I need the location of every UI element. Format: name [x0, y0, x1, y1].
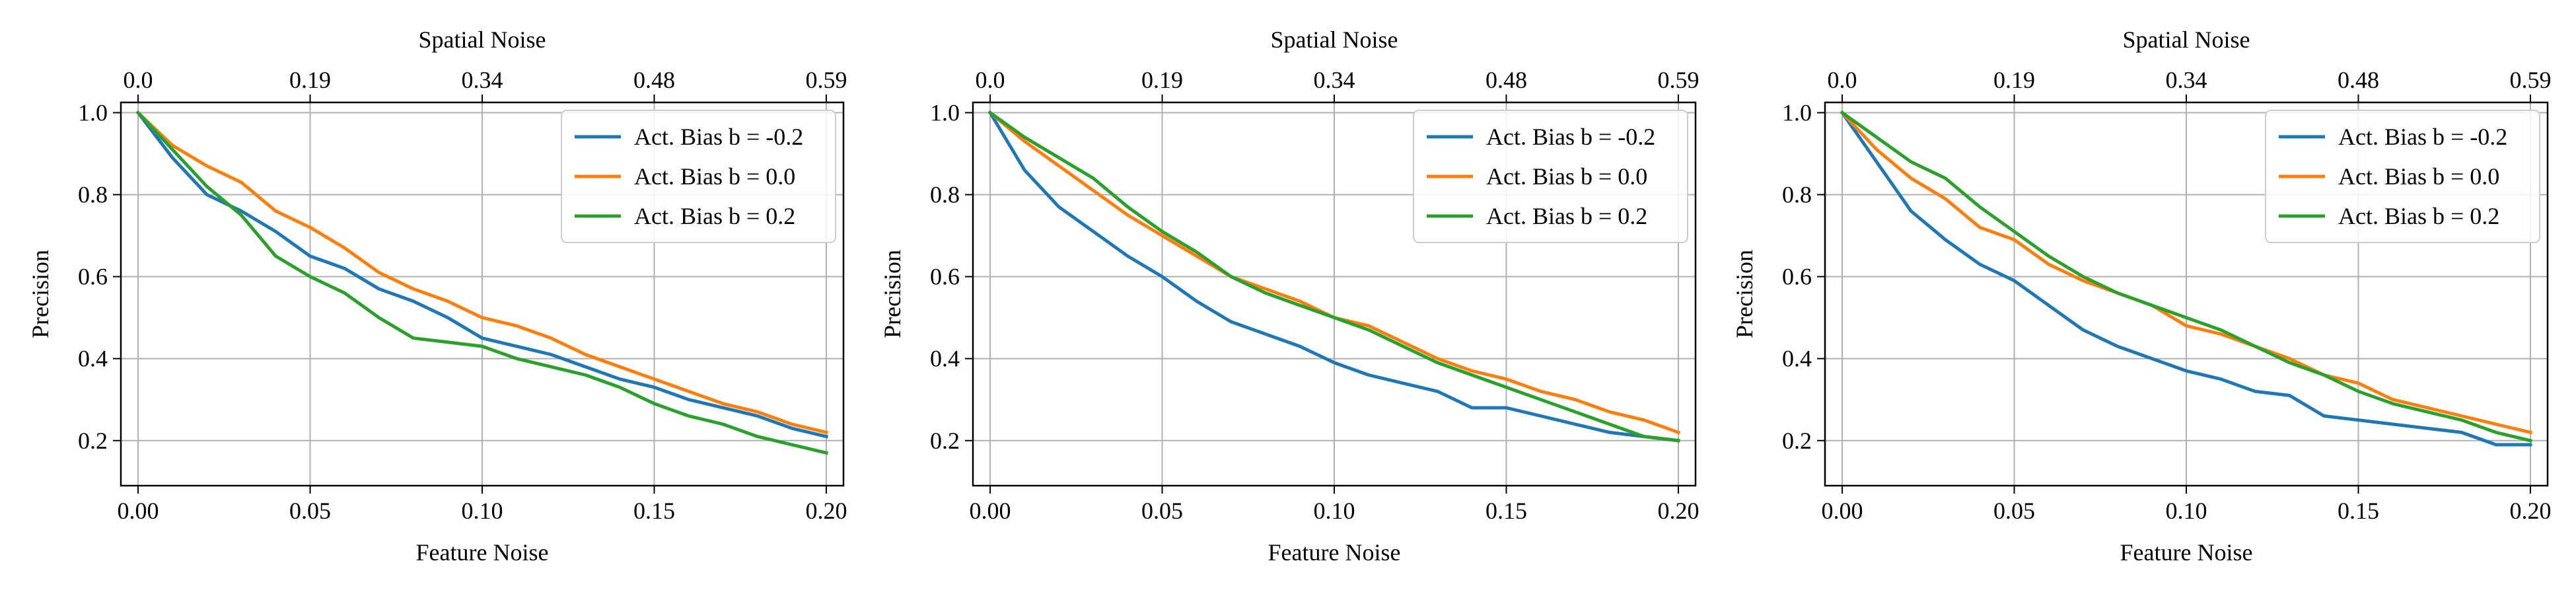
series-line-1: [1840, 110, 2532, 447]
y-tick-label: 0.4: [1782, 346, 1812, 372]
y-tick-label: 0.4: [78, 346, 108, 372]
y-axis-label: Precision: [1731, 250, 1758, 338]
legend-box: [2265, 110, 2540, 243]
chart-panel-3: 0.00 0.05 0.10 0.15 0.20 0.0 0.19 0.34 0.48 0.59 0…: [1731, 26, 2551, 566]
y-tick-label: 1.0: [1782, 100, 1812, 126]
x-tick-label: 0.20: [2509, 498, 2551, 524]
top-x-tick-label: 0.34: [1314, 67, 1355, 93]
y-tick-label: 0.8: [78, 182, 108, 208]
y-tick-label: 0.2: [1782, 428, 1812, 454]
top-x-tick-label: 0.59: [1657, 67, 1699, 93]
x-tick-label: 0.15: [2338, 498, 2379, 524]
legend-box: [1413, 110, 1688, 243]
y-axis-label: Precision: [27, 250, 54, 338]
top-x-tick-label: 0.48: [2338, 67, 2379, 93]
x-tick-label: 0.15: [1485, 498, 1527, 524]
x-tick-label: 0.05: [1141, 498, 1183, 524]
x-tick-label: 0.20: [1657, 498, 1699, 524]
top-x-tick-label: 0.34: [462, 67, 503, 93]
y-tick-label: 0.4: [930, 346, 960, 372]
top-x-axis-label: Spatial Noise: [1271, 26, 1398, 53]
series-line-3: [1840, 110, 2533, 443]
top-x-tick-label: 0.19: [1993, 67, 2035, 93]
x-tick-label: 0.10: [2166, 498, 2207, 524]
top-x-tick-label: 0.59: [805, 67, 847, 93]
x-tick-label: 0.05: [1993, 498, 2035, 524]
series-line-1: [987, 110, 1680, 443]
x-axis-label: Feature Noise: [1268, 539, 1401, 566]
legend-label-2: Act. Bias b = 0.0: [1486, 163, 1647, 190]
chart-panel-1: 0.00 0.05 0.10 0.15 0.20 0.0 0.19 0.34 0.48 0.59 0…: [27, 26, 847, 566]
x-axis-label: Feature Noise: [2120, 539, 2253, 566]
x-tick-label: 0.00: [118, 498, 159, 524]
top-x-tick-label: 0.48: [1485, 67, 1527, 93]
x-tick-label: 0.10: [1314, 498, 1355, 524]
legend-label-3: Act. Bias b = 0.2: [634, 203, 795, 229]
legend-label-1: Act. Bias b = -0.2: [634, 124, 803, 150]
chart-panel-2: 0.00 0.05 0.10 0.15 0.20 0.0 0.19 0.34 0.48 0.59 0…: [879, 26, 1699, 566]
legend-label-1: Act. Bias b = -0.2: [2338, 124, 2507, 150]
top-x-tick-label: 0.59: [2509, 67, 2551, 93]
legend-box: [561, 110, 836, 243]
legend-label-3: Act. Bias b = 0.2: [2338, 203, 2499, 229]
y-tick-label: 1.0: [78, 100, 108, 126]
top-x-tick-label: 0.0: [976, 67, 1005, 93]
y-tick-label: 1.0: [930, 100, 960, 126]
x-tick-label: 0.10: [462, 498, 503, 524]
x-tick-label: 0.00: [970, 498, 1011, 524]
legend-label-2: Act. Bias b = 0.0: [2338, 163, 2499, 190]
y-axis-label: Precision: [879, 250, 906, 338]
y-tick-label: 0.8: [1782, 182, 1812, 208]
top-x-tick-label: 0.34: [2166, 67, 2207, 93]
x-tick-label: 0.15: [633, 498, 675, 524]
y-tick-label: 0.2: [78, 428, 108, 454]
top-x-tick-label: 0.0: [1828, 67, 1857, 93]
x-tick-label: 0.20: [805, 498, 847, 524]
x-axis-label: Feature Noise: [416, 539, 549, 566]
top-x-tick-label: 0.0: [124, 67, 153, 93]
top-x-axis-label: Spatial Noise: [419, 26, 546, 53]
top-x-tick-label: 0.19: [289, 67, 331, 93]
y-tick-label: 0.2: [930, 428, 960, 454]
top-x-tick-label: 0.19: [1141, 67, 1183, 93]
legend-label-2: Act. Bias b = 0.0: [634, 163, 795, 190]
legend-label-3: Act. Bias b = 0.2: [1486, 203, 1647, 229]
y-tick-label: 0.8: [930, 182, 960, 208]
series-line-1: [135, 110, 829, 439]
series-line-2: [1840, 110, 2533, 435]
legend: Act. Bias b = -0.2 Act. Bias b = 0.0 Act. …: [2265, 110, 2540, 243]
y-tick-label: 0.6: [1782, 264, 1812, 290]
series-line-3: [135, 110, 829, 455]
top-x-axis-label: Spatial Noise: [2123, 26, 2250, 53]
series-line-3: [987, 110, 1680, 443]
series-line-2: [135, 110, 829, 435]
legend: Act. Bias b = -0.2 Act. Bias b = 0.0 Act. …: [561, 110, 836, 243]
x-tick-label: 0.05: [289, 498, 331, 524]
top-x-tick-label: 0.48: [633, 67, 675, 93]
y-tick-label: 0.6: [78, 264, 108, 290]
legend: Act. Bias b = -0.2 Act. Bias b = 0.0 Act. …: [1413, 110, 1688, 243]
x-tick-label: 0.00: [1822, 498, 1863, 524]
y-tick-label: 0.6: [930, 264, 960, 290]
legend-label-1: Act. Bias b = -0.2: [1486, 124, 1655, 150]
